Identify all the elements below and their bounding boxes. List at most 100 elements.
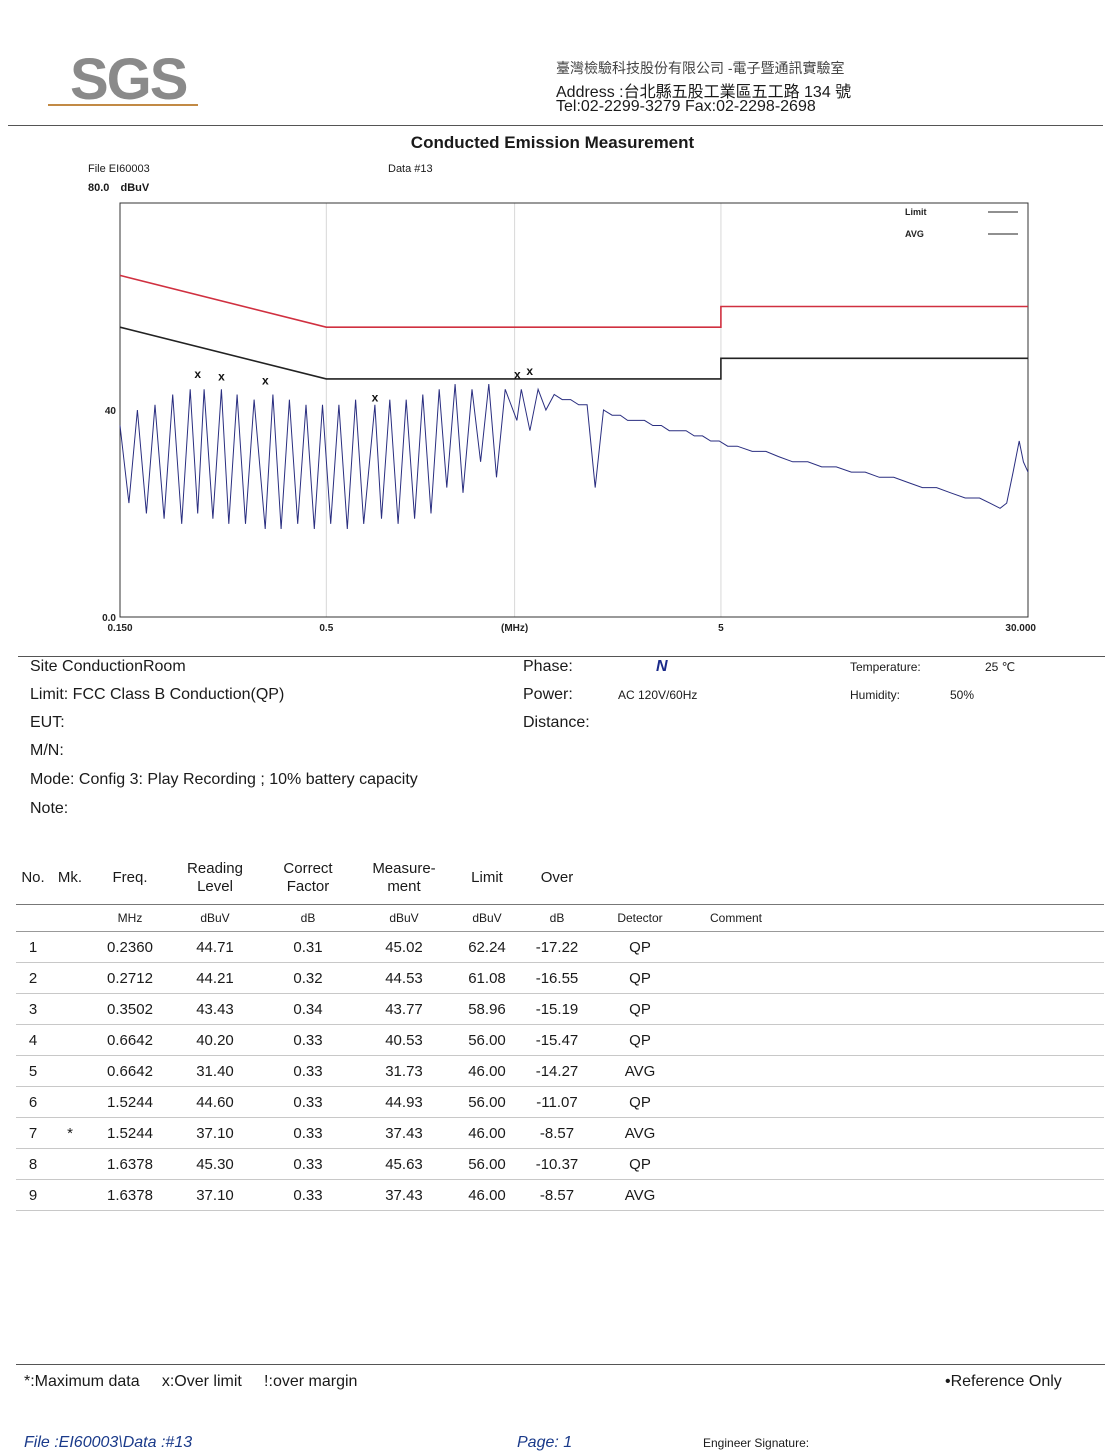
cell-freq: 1.6378 [90, 1179, 170, 1211]
limit-line-limit [119, 274, 1028, 329]
cell-over: -10.37 [522, 1148, 592, 1180]
table-row: 7 * 1.5244 37.10 0.33 37.43 46.00 -8.57 AVG [16, 1117, 1104, 1149]
x-tick-label: 5 [718, 623, 724, 634]
peak-marker: x [372, 390, 379, 404]
cell-detector: AVG [592, 1055, 688, 1087]
cell-reading: 40.20 [170, 1024, 260, 1056]
cell-comment [688, 931, 784, 963]
logo-underline [48, 104, 198, 106]
cell-comment [688, 1024, 784, 1056]
table-row: 4 0.6642 40.20 0.33 40.53 56.00 -15.47 QP [16, 1024, 1104, 1056]
peak-marker: x [218, 370, 225, 384]
cell-correct: 0.31 [260, 931, 356, 963]
peak-markers: x x xxx x [194, 364, 533, 404]
cell-over: -14.27 [522, 1055, 592, 1087]
cell-detector: QP [592, 1024, 688, 1056]
cell-no: 7 [16, 1117, 50, 1149]
col-mk: Mk. [50, 852, 90, 905]
col-limit: Limit [452, 852, 522, 905]
table-units-row: MHz dBuV dB dBuV dBuV dB Detector Commen… [16, 904, 1104, 932]
cell-no: 5 [16, 1055, 50, 1087]
cell-mk [50, 1024, 90, 1056]
unit-limit: dBuV [452, 904, 522, 932]
temperature-label: Temperature: [850, 660, 921, 674]
cell-freq: 1.5244 [90, 1117, 170, 1149]
chart-title: Conducted Emission Measurement [410, 133, 695, 152]
cell-detector: QP [592, 993, 688, 1025]
unit-detector: Detector [592, 904, 688, 932]
peak-marker: x [514, 367, 521, 381]
cell-no: 4 [16, 1024, 50, 1056]
cell-reading: 37.10 [170, 1117, 260, 1149]
mode-info: Mode: Config 3: Play Recording ; 10% bat… [30, 771, 418, 788]
cell-over: -15.19 [522, 993, 592, 1025]
cell-mk: * [50, 1117, 90, 1149]
cell-measurement: 37.43 [356, 1179, 452, 1211]
cell-limit: 56.00 [452, 1148, 522, 1180]
cell-measurement: 40.53 [356, 1024, 452, 1056]
col-detector-blank [592, 852, 688, 905]
cell-reading: 37.10 [170, 1179, 260, 1211]
cell-reading: 45.30 [170, 1148, 260, 1180]
x-tick-label: 0.5 [319, 623, 333, 634]
table-row: 3 0.3502 43.43 0.34 43.77 58.96 -15.19 QP [16, 993, 1104, 1025]
table-row: 6 1.5244 44.60 0.33 44.93 56.00 -11.07 QP [16, 1086, 1104, 1118]
cell-measurement: 43.77 [356, 993, 452, 1025]
phase-label: Phase: [523, 658, 573, 675]
chart-divider [18, 656, 1105, 657]
cell-limit: 46.00 [452, 1117, 522, 1149]
x-tick-label: (MHz) [501, 623, 528, 634]
cell-limit: 56.00 [452, 1024, 522, 1056]
table-row: 5 0.6642 31.40 0.33 31.73 46.00 -14.27 AVG [16, 1055, 1104, 1087]
cell-comment [688, 1117, 784, 1149]
cell-no: 6 [16, 1086, 50, 1118]
cell-limit: 46.00 [452, 1179, 522, 1211]
axis-ticks: 0.150 0.5 (MHz) 5 30.000 40 0.0 [102, 406, 1036, 634]
x-tick-label: 0.150 [107, 623, 132, 634]
cell-measurement: 44.93 [356, 1086, 452, 1118]
note-info: Note: [30, 800, 69, 817]
distance-label: Distance: [523, 714, 590, 731]
unit-measurement: dBuV [356, 904, 452, 932]
header-divider [8, 125, 1103, 126]
sgs-logo: SGS [70, 47, 188, 112]
cell-over: -8.57 [522, 1179, 592, 1211]
y-tick-label: 40 [105, 406, 117, 417]
col-correct-factor: Correct Factor [260, 852, 356, 905]
reference-only: •Reference Only [945, 1373, 1062, 1390]
company-address: Address :台北縣五股工業區五工路 134 號 [556, 84, 852, 101]
legend-avg-label: AVG [905, 229, 924, 239]
cell-detector: QP [592, 1148, 688, 1180]
cell-measurement: 44.53 [356, 962, 452, 994]
col-no: No. [16, 852, 50, 905]
footer-page: Page: 1 [517, 1434, 573, 1451]
phase-value: N [656, 658, 668, 675]
col-comment-blank [688, 852, 784, 905]
footer-divider [16, 1364, 1105, 1365]
legend-limit-label: Limit [905, 207, 927, 217]
plot-frame [119, 202, 1029, 618]
cell-limit: 56.00 [452, 1086, 522, 1118]
x-tick-label: 30.000 [1005, 623, 1036, 634]
cell-reading: 43.43 [170, 993, 260, 1025]
cell-correct: 0.33 [260, 1117, 356, 1149]
site-info: Site ConductionRoom [30, 658, 186, 675]
humidity-value: 50% [950, 688, 975, 702]
cell-no: 8 [16, 1148, 50, 1180]
col-over: Over [522, 852, 592, 905]
chart-grid [325, 203, 722, 617]
cell-limit: 61.08 [452, 962, 522, 994]
y-tick-top: 80.0 [88, 182, 110, 194]
cell-comment [688, 1086, 784, 1118]
table-row: 8 1.6378 45.30 0.33 45.63 56.00 -10.37 QP [16, 1148, 1104, 1180]
table-body: 1 0.2360 44.71 0.31 45.02 62.24 -17.22 QP 2 0.271… [16, 931, 1104, 1211]
cell-no: 2 [16, 962, 50, 994]
cell-correct: 0.32 [260, 962, 356, 994]
cell-correct: 0.33 [260, 1024, 356, 1056]
power-value: AC 120V/60Hz [618, 688, 698, 702]
cell-measurement: 45.63 [356, 1148, 452, 1180]
cell-limit: 58.96 [452, 993, 522, 1025]
cell-detector: AVG [592, 1117, 688, 1149]
cell-over: -8.57 [522, 1117, 592, 1149]
chart-legend: Limit AVG [905, 207, 1018, 239]
